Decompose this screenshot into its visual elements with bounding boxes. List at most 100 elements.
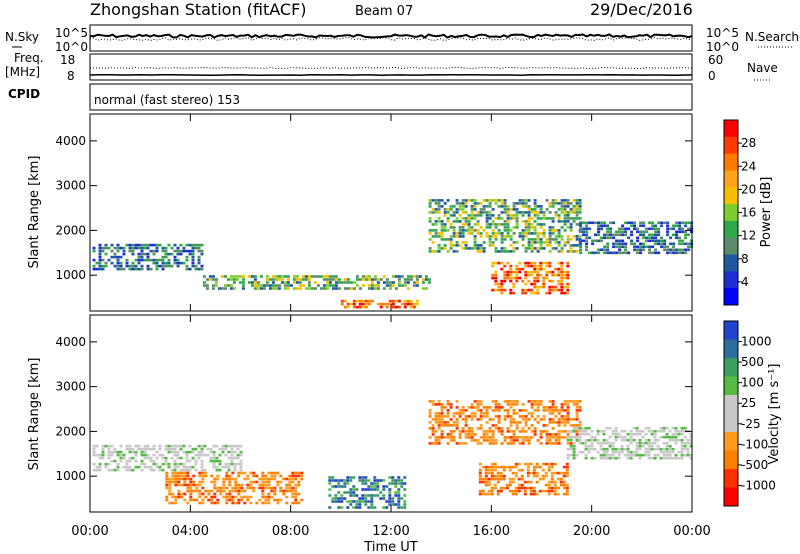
power-data-cell: [143, 246, 147, 250]
velocity-data-cell: [288, 474, 292, 478]
power-data-cell: [579, 239, 583, 243]
velocity-data-cell: [509, 430, 513, 433]
velocity-data-cell: [680, 456, 684, 460]
velocity-data-cell: [349, 476, 353, 479]
power-data-cell: [491, 261, 495, 265]
power-data-cell: [669, 236, 673, 240]
power-data-cell: [527, 279, 531, 283]
power-data-cell: [509, 264, 513, 268]
power-data-cell: [579, 245, 583, 249]
power-data-cell: [545, 199, 549, 202]
velocity-data-cell: [216, 498, 220, 502]
power-data-cell: [265, 284, 269, 287]
velocity-data-cell: [119, 444, 123, 448]
velocity-data-cell: [258, 477, 262, 481]
power-data-cell: [452, 205, 456, 208]
power-data-cell: [211, 287, 215, 290]
velocity-data-cell: [533, 409, 537, 412]
velocity-data-cell: [188, 459, 192, 463]
power-data-cell: [533, 205, 537, 208]
freq-tick-low: 8: [67, 69, 75, 83]
velocity-data-cell: [273, 489, 277, 493]
power-data-cell: [434, 229, 438, 232]
power-data-cell: [449, 238, 453, 241]
velocity-data-cell: [192, 489, 196, 493]
velocity-data-cell: [520, 483, 524, 487]
velocity-data-cell: [653, 432, 657, 436]
power-data-cell: [533, 232, 537, 235]
power-data-cell: [379, 302, 383, 306]
power-data-cell: [575, 235, 579, 238]
velocity-data-cell: [171, 477, 175, 481]
power-data-cell: [197, 255, 201, 259]
power-data-cell: [455, 220, 459, 223]
power-data-cell: [503, 264, 507, 268]
power-data-cell: [521, 229, 525, 232]
power-data-cell: [548, 288, 552, 292]
power-data-cell: [518, 211, 522, 214]
velocity-data-cell: [485, 415, 489, 418]
power-data-cell: [560, 247, 564, 250]
power-data-cell: [515, 202, 519, 205]
velocity-data-cell: [544, 483, 548, 487]
power-data-cell: [530, 288, 534, 292]
power-data-cell: [247, 275, 251, 278]
velocity-data-cell: [677, 438, 681, 442]
power-colorbar-swatch: [724, 153, 738, 171]
velocity-data-cell: [506, 415, 510, 418]
velocity-data-cell: [490, 468, 494, 472]
power-data-cell: [128, 243, 132, 247]
power-data-cell: [542, 229, 546, 232]
velocity-data-cell: [499, 486, 503, 490]
velocity-data-cell: [446, 442, 450, 445]
power-data-cell: [660, 245, 664, 249]
velocity-data-cell: [635, 450, 639, 454]
power-data-cell: [400, 284, 404, 287]
power-data-cell: [406, 281, 410, 284]
power-data-cell: [603, 233, 607, 237]
velocity-data-cell: [521, 415, 525, 418]
power-data-cell: [500, 279, 504, 283]
velocity-data-cell: [553, 492, 557, 496]
power-data-cell: [403, 281, 407, 284]
power-data-cell: [92, 249, 96, 253]
velocity-data-cell: [171, 495, 175, 499]
velocity-data-cell: [539, 430, 543, 433]
power-data-cell: [533, 276, 537, 280]
velocity-data-cell: [517, 477, 521, 481]
power-data-cell: [512, 241, 516, 244]
power-data-cell: [560, 276, 564, 280]
velocity-data-cell: [473, 406, 477, 409]
velocity-data-cell: [234, 483, 238, 487]
power-data-cell: [563, 223, 567, 226]
velocity-data-cell: [434, 430, 438, 433]
velocity-data-cell: [584, 441, 588, 445]
velocity-data-cell: [464, 418, 468, 421]
velocity-data-cell: [261, 477, 265, 481]
power-data-cell: [651, 227, 655, 231]
velocity-data-cell: [575, 438, 579, 442]
velocity-data-cell: [218, 468, 222, 472]
velocity-data-cell: [493, 462, 497, 466]
velocity-data-cell: [668, 435, 672, 439]
velocity-data-cell: [482, 412, 486, 415]
velocity-data-cell: [343, 497, 347, 500]
velocity-data-cell: [650, 447, 654, 451]
power-data-cell: [509, 208, 513, 211]
power-data-cell: [443, 229, 447, 232]
power-data-cell: [533, 202, 537, 205]
velocity-data-cell: [355, 500, 359, 503]
power-data-cell: [331, 284, 335, 287]
power-data-cell: [557, 232, 561, 235]
power-data-cell: [488, 205, 492, 208]
power-data-cell: [506, 232, 510, 235]
velocity-colorbar-swatch: [724, 469, 738, 488]
velocity-data-cell: [535, 465, 539, 469]
velocity-data-cell: [488, 406, 492, 409]
velocity-data-cell: [165, 486, 169, 490]
velocity-data-cell: [452, 412, 456, 415]
power-data-cell: [155, 249, 159, 253]
velocity-data-cell: [557, 412, 561, 415]
power-data-cell: [536, 217, 540, 220]
power-data-cell: [461, 232, 465, 235]
